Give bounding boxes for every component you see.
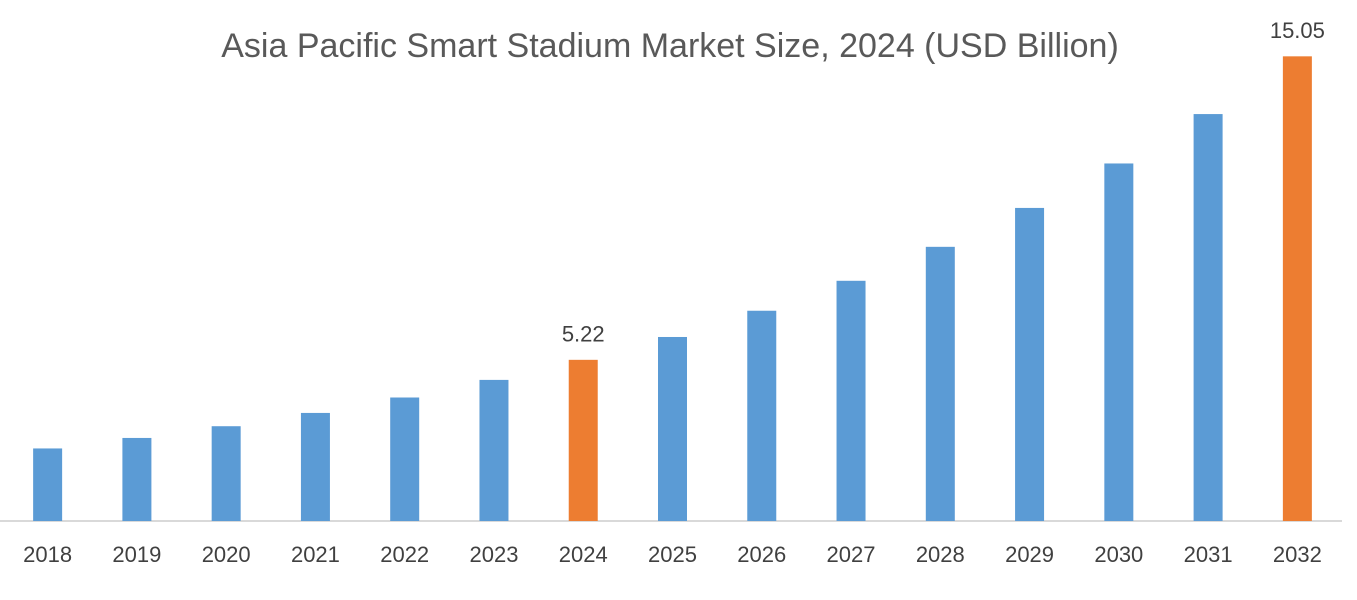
x-tick-label: 2030 [1094,542,1143,567]
bar [479,379,509,521]
x-tick-label: 2018 [23,542,72,567]
x-tick-label: 2032 [1273,542,1322,567]
bar [1015,207,1045,522]
bar [33,448,63,521]
bar [1104,163,1134,521]
bar [568,359,598,521]
x-tick-label: 2028 [916,542,965,567]
x-tick-label: 2020 [202,542,251,567]
bar [747,310,777,521]
bar [836,280,866,521]
x-tick-label: 2026 [737,542,786,567]
bar [925,246,955,521]
x-tick-label: 2031 [1184,542,1233,567]
bar [122,437,152,521]
bar [1193,114,1223,521]
x-tick-label: 2027 [827,542,876,567]
x-tick-label: 2023 [469,542,518,567]
bar [300,412,330,521]
x-tick-label: 2024 [559,542,608,567]
x-tick-label: 2019 [112,542,161,567]
value-label: 15.05 [1270,18,1325,43]
x-tick-label: 2021 [291,542,340,567]
bar [1282,56,1312,522]
x-tick-label: 2029 [1005,542,1054,567]
bar [658,336,687,521]
x-tick-label: 2025 [648,542,697,567]
bar [390,397,420,521]
value-label: 5.22 [562,322,605,347]
chart-title: Asia Pacific Smart Stadium Market Size, … [221,27,1119,65]
bar [211,426,241,521]
x-tick-label: 2022 [380,542,429,567]
